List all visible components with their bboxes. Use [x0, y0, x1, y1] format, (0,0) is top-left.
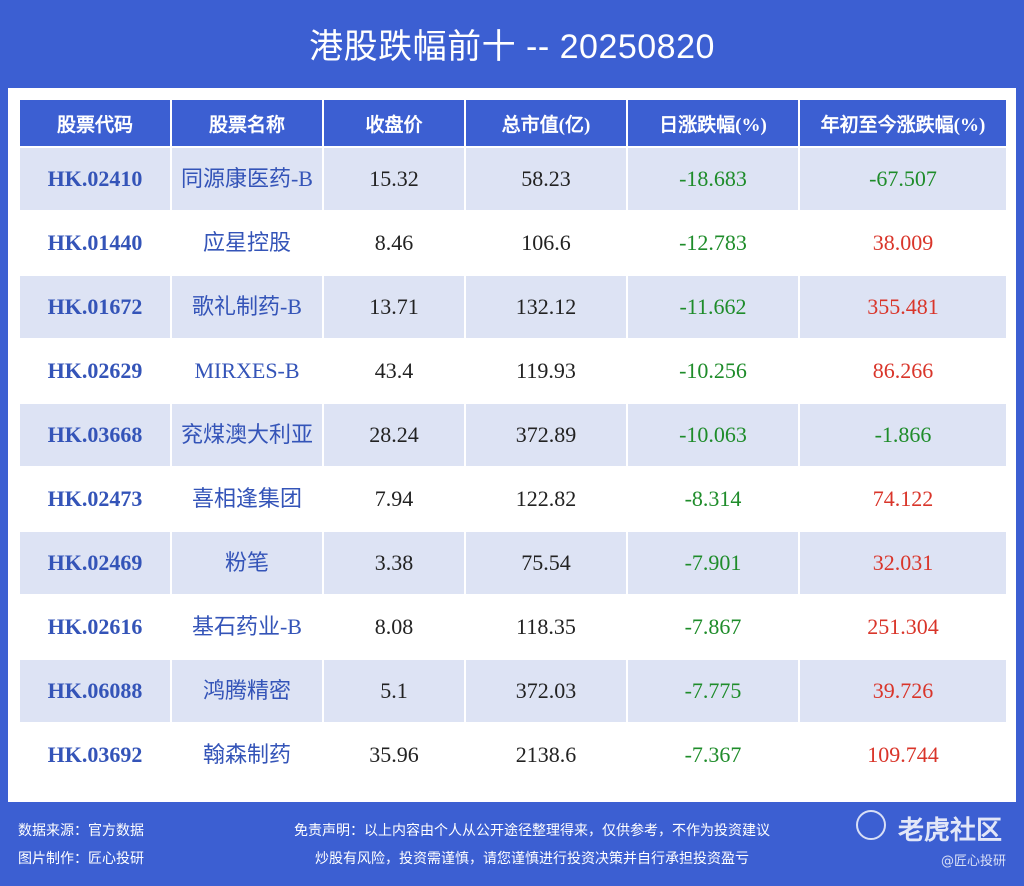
- watermark-sub: @匠心投研: [940, 854, 1006, 869]
- col-header-ytd-change: 年初至今涨跌幅(%): [800, 100, 1006, 146]
- data-source-note: 数据来源：官方数据: [18, 823, 144, 839]
- col-header-code: 股票代码: [20, 100, 170, 146]
- ytd-change-cell: 251.304: [800, 596, 1006, 658]
- daily-change-cell: -11.662: [628, 276, 798, 338]
- market-cap-cell: 106.6: [466, 212, 626, 274]
- ytd-change-cell: 39.726: [800, 660, 1006, 722]
- stock-name-cell: 粉笔: [172, 532, 322, 594]
- stock-name-cell: 兖煤澳大利亚: [172, 404, 322, 466]
- stock-code-cell: HK.03668: [20, 404, 170, 466]
- stock-code-cell: HK.01440: [20, 212, 170, 274]
- ytd-change-cell: -1.866: [800, 404, 1006, 466]
- daily-change-cell: -7.775: [628, 660, 798, 722]
- col-header-daily-change: 日涨跌幅(%): [628, 100, 798, 146]
- market-cap-cell: 119.93: [466, 340, 626, 402]
- tiger-logo-icon: [856, 810, 886, 840]
- col-header-market-cap: 总市值(亿): [466, 100, 626, 146]
- close-price-cell: 28.24: [324, 404, 464, 466]
- ytd-change-cell: 86.266: [800, 340, 1006, 402]
- daily-change-cell: -10.256: [628, 340, 798, 402]
- table-row: HK.03692 翰森制药 35.96 2138.6 -7.367 109.744: [20, 724, 1006, 786]
- stock-name-cell: 基石药业-B: [172, 596, 322, 658]
- stock-name-cell: MIRXES-B: [172, 340, 322, 402]
- table-row: HK.02473 喜相逢集团 7.94 122.82 -8.314 74.122: [20, 468, 1006, 530]
- table-row: HK.06088 鸿腾精密 5.1 372.03 -7.775 39.726: [20, 660, 1006, 722]
- ytd-change-cell: 32.031: [800, 532, 1006, 594]
- close-price-cell: 8.46: [324, 212, 464, 274]
- image-maker-note: 图片制作：匠心投研: [18, 851, 144, 867]
- table-panel: 股票代码 股票名称 收盘价 总市值(亿) 日涨跌幅(%) 年初至今涨跌幅(%) …: [8, 88, 1016, 802]
- stock-code-cell: HK.02410: [20, 148, 170, 210]
- ytd-change-cell: 355.481: [800, 276, 1006, 338]
- stock-name-cell: 喜相逢集团: [172, 468, 322, 530]
- stock-name-cell: 鸿腾精密: [172, 660, 322, 722]
- close-price-cell: 13.71: [324, 276, 464, 338]
- daily-change-cell: -7.367: [628, 724, 798, 786]
- daily-change-cell: -10.063: [628, 404, 798, 466]
- table-row: HK.03668 兖煤澳大利亚 28.24 372.89 -10.063 -1.866: [20, 404, 1006, 466]
- daily-change-cell: -12.783: [628, 212, 798, 274]
- stock-name-cell: 应星控股: [172, 212, 322, 274]
- ytd-change-cell: -67.507: [800, 148, 1006, 210]
- market-cap-cell: 2138.6: [466, 724, 626, 786]
- daily-change-cell: -7.901: [628, 532, 798, 594]
- close-price-cell: 43.4: [324, 340, 464, 402]
- market-cap-cell: 58.23: [466, 148, 626, 210]
- stock-code-cell: HK.02616: [20, 596, 170, 658]
- stock-table: 股票代码 股票名称 收盘价 总市值(亿) 日涨跌幅(%) 年初至今涨跌幅(%) …: [18, 98, 1008, 788]
- close-price-cell: 3.38: [324, 532, 464, 594]
- table-row: HK.02616 基石药业-B 8.08 118.35 -7.867 251.304: [20, 596, 1006, 658]
- market-cap-cell: 122.82: [466, 468, 626, 530]
- stock-code-cell: HK.03692: [20, 724, 170, 786]
- stock-code-cell: HK.02629: [20, 340, 170, 402]
- market-cap-cell: 372.03: [466, 660, 626, 722]
- close-price-cell: 15.32: [324, 148, 464, 210]
- table-row: HK.02410 同源康医药-B 15.32 58.23 -18.683 -67.507: [20, 148, 1006, 210]
- daily-change-cell: -7.867: [628, 596, 798, 658]
- stock-code-cell: HK.06088: [20, 660, 170, 722]
- stock-name-cell: 翰森制药: [172, 724, 322, 786]
- stock-code-cell: HK.02473: [20, 468, 170, 530]
- disclaimer-line-1: 免责声明：以上内容由个人从公开途径整理得来，仅供参考，不作为投资建议: [294, 823, 770, 839]
- daily-change-cell: -18.683: [628, 148, 798, 210]
- close-price-cell: 7.94: [324, 468, 464, 530]
- table-row: HK.01672 歌礼制药-B 13.71 132.12 -11.662 355.481: [20, 276, 1006, 338]
- stock-name-cell: 歌礼制药-B: [172, 276, 322, 338]
- col-header-close: 收盘价: [324, 100, 464, 146]
- ytd-change-cell: 74.122: [800, 468, 1006, 530]
- market-cap-cell: 75.54: [466, 532, 626, 594]
- disclaimer-line-2: 炒股有风险，投资需谨慎，请您谨慎进行投资决策并自行承担投资盈亏: [315, 851, 749, 867]
- footer: 数据来源：官方数据 图片制作：匠心投研 免责声明：以上内容由个人从公开途径整理得…: [0, 806, 1024, 886]
- table-row: HK.02629 MIRXES-B 43.4 119.93 -10.256 86.266: [20, 340, 1006, 402]
- close-price-cell: 5.1: [324, 660, 464, 722]
- daily-change-cell: -8.314: [628, 468, 798, 530]
- watermark: 老虎社区: [897, 816, 1002, 846]
- table-row: HK.02469 粉笔 3.38 75.54 -7.901 32.031: [20, 532, 1006, 594]
- close-price-cell: 8.08: [324, 596, 464, 658]
- market-cap-cell: 132.12: [466, 276, 626, 338]
- ytd-change-cell: 109.744: [800, 724, 1006, 786]
- col-header-name: 股票名称: [172, 100, 322, 146]
- close-price-cell: 35.96: [324, 724, 464, 786]
- page-title: 港股跌幅前十 -- 20250820: [309, 28, 715, 66]
- table-header-row: 股票代码 股票名称 收盘价 总市值(亿) 日涨跌幅(%) 年初至今涨跌幅(%): [20, 100, 1006, 146]
- market-cap-cell: 118.35: [466, 596, 626, 658]
- stock-code-cell: HK.02469: [20, 532, 170, 594]
- table-row: HK.01440 应星控股 8.46 106.6 -12.783 38.009: [20, 212, 1006, 274]
- stock-name-cell: 同源康医药-B: [172, 148, 322, 210]
- market-cap-cell: 372.89: [466, 404, 626, 466]
- stock-code-cell: HK.01672: [20, 276, 170, 338]
- ytd-change-cell: 38.009: [800, 212, 1006, 274]
